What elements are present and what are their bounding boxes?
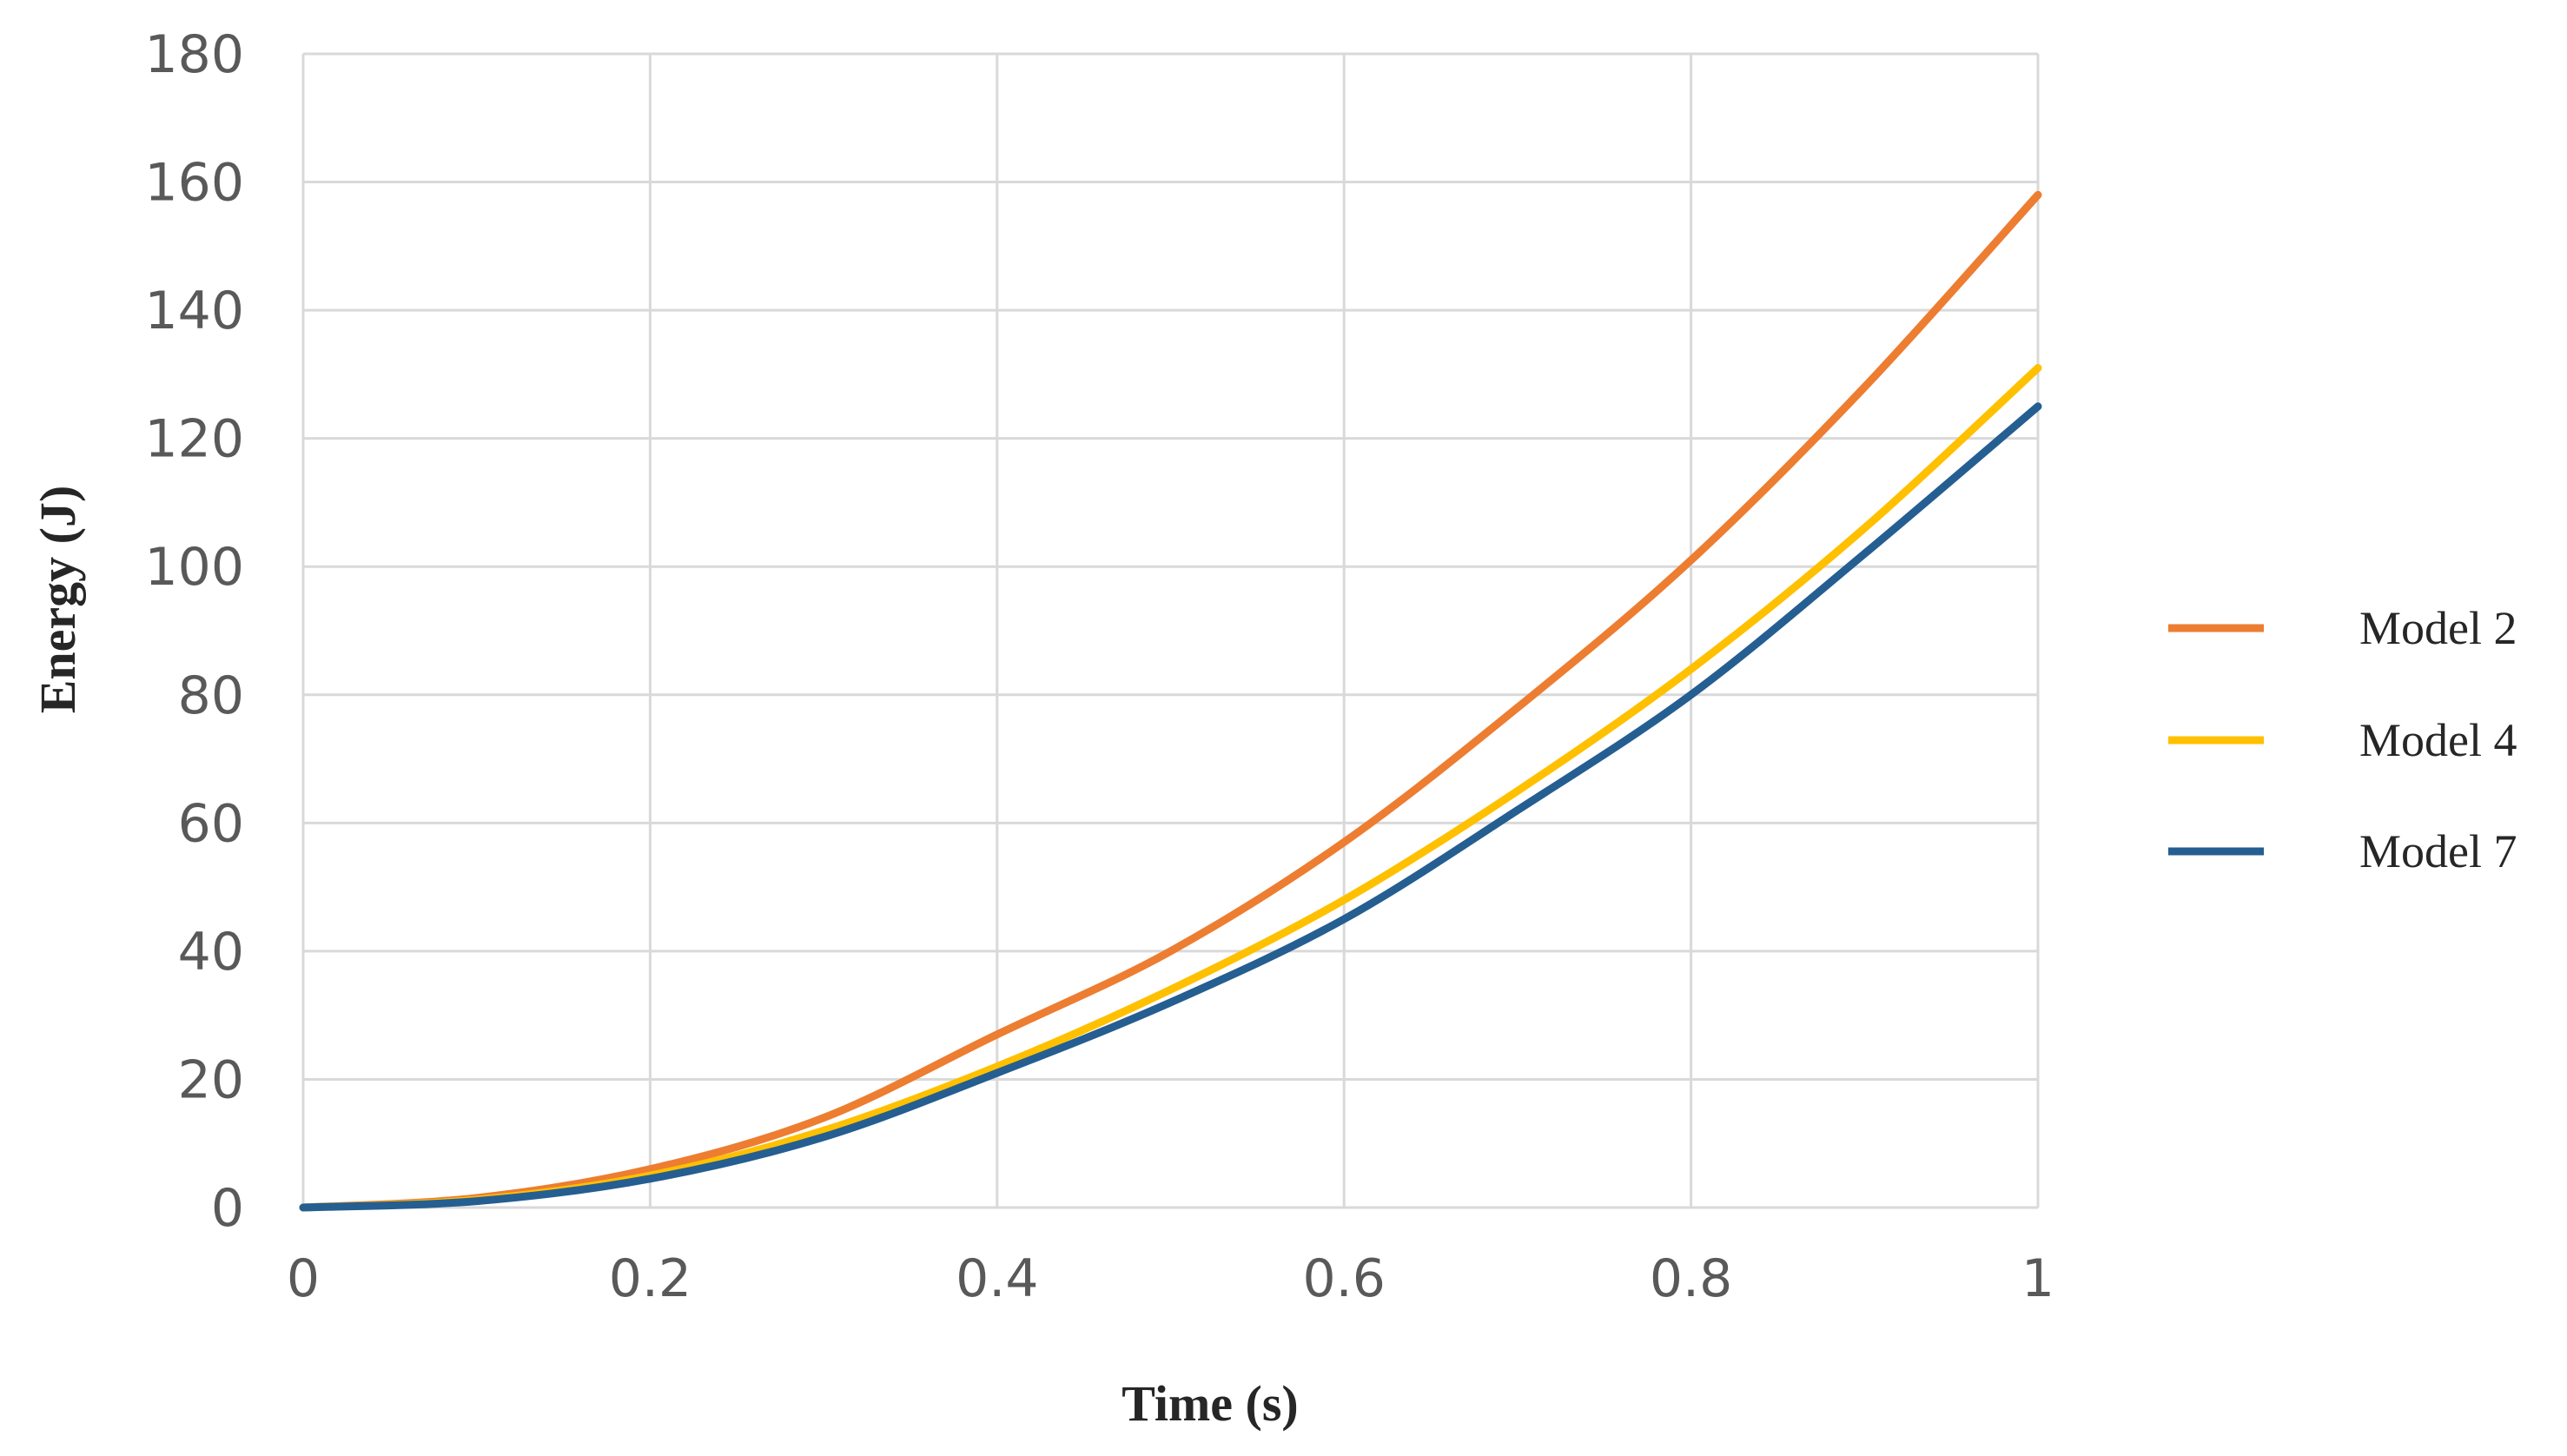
series-line-model-7 [299, 402, 2042, 1212]
legend-item-model-2: Model 2 [2168, 602, 2517, 654]
x-tick-label: 0 [287, 1248, 320, 1309]
y-tick-label: 140 [144, 281, 244, 341]
y-tick-labels: 0 20 40 60 80 100 120 140 160 180 [144, 24, 244, 1239]
y-tick-label: 160 [144, 153, 244, 214]
y-tick-label: 180 [144, 24, 244, 85]
legend-item-model-7: Model 7 [2168, 825, 2517, 877]
y-axis-title: Energy (J) [30, 486, 86, 714]
x-tick-label: 0.6 [1302, 1248, 1385, 1309]
x-tick-label: 0.4 [956, 1248, 1038, 1309]
legend-item-model-4: Model 4 [2168, 714, 2517, 766]
y-tick-label: 20 [178, 1049, 244, 1110]
y-tick-label: 100 [144, 537, 244, 598]
x-axis-title: Time (s) [1121, 1375, 1299, 1432]
y-tick-label: 0 [211, 1178, 244, 1239]
legend: Model 2 Model 4 Model 7 [2168, 602, 2517, 877]
y-tick-label: 120 [144, 409, 244, 470]
series-lines [299, 190, 2042, 1212]
y-tick-label: 40 [178, 922, 244, 983]
series-line-model-2 [299, 190, 2042, 1212]
y-tick-label: 80 [178, 665, 244, 726]
legend-label: Model 7 [2359, 825, 2517, 877]
x-tick-label: 1 [2021, 1248, 2054, 1309]
x-tick-label: 0.8 [1650, 1248, 1732, 1309]
legend-label: Model 2 [2359, 602, 2517, 654]
y-tick-label: 60 [178, 793, 244, 854]
series-line-model-4 [299, 364, 2042, 1212]
x-tick-labels: 0 0.2 0.4 0.6 0.8 1 [287, 1248, 2054, 1309]
legend-label: Model 4 [2359, 714, 2517, 766]
x-tick-label: 0.2 [609, 1248, 691, 1309]
x-gridlines [301, 54, 2040, 1208]
